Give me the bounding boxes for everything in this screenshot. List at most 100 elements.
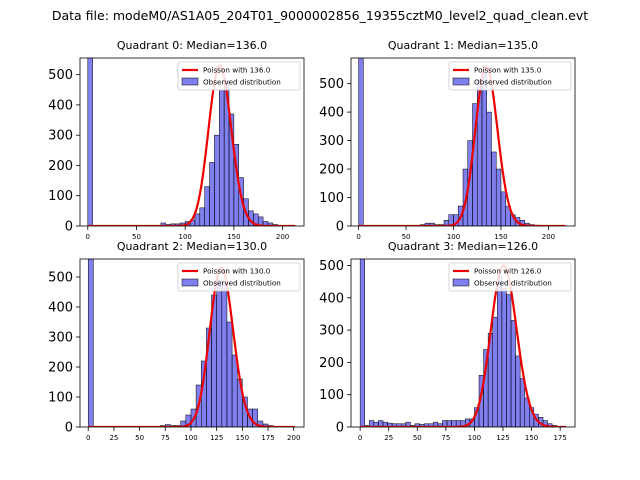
histogram-bar	[495, 168, 502, 226]
legend-label-poisson: Poisson with 135.0	[474, 66, 542, 75]
x-tick-label: 100	[184, 434, 197, 442]
poisson-curve	[360, 264, 566, 427]
y-tick-label: 300	[319, 324, 344, 339]
x-tick-label: 150	[494, 233, 507, 241]
poisson-curve	[87, 64, 296, 226]
histogram-bar	[194, 213, 201, 226]
histogram-bar	[214, 134, 220, 226]
x-tick-label: 200	[542, 233, 555, 241]
y-tick-label: 400	[48, 301, 73, 316]
y-tick-label: 100	[319, 191, 344, 206]
histogram-bar	[226, 321, 233, 427]
legend-box	[177, 262, 301, 292]
legend-box	[177, 61, 301, 91]
x-tick-label: 75	[161, 434, 170, 442]
legend-label-observed: Observed distribution	[474, 279, 552, 288]
histogram-bar	[515, 355, 521, 427]
legend-bar-swatch	[181, 77, 199, 86]
y-tick-label: 400	[319, 291, 344, 306]
x-tick-label: 100	[178, 233, 191, 241]
histogram-bar	[87, 259, 94, 427]
legend-box	[448, 61, 572, 91]
poisson-curve	[358, 65, 566, 226]
panel-title: Quadrant 1: Median=135.0	[388, 39, 538, 52]
y-tick-label: 500	[48, 271, 73, 286]
y-tick-label: 300	[48, 129, 73, 144]
histogram-bar	[204, 186, 210, 226]
x-tick-label: 100	[468, 434, 481, 442]
legend-label-poisson: Poisson with 126.0	[474, 267, 542, 276]
y-tick-label: 100	[319, 388, 344, 403]
y-tick-label: 500	[48, 68, 73, 83]
x-tick-label: 50	[132, 233, 141, 241]
x-tick-label: 150	[525, 434, 538, 442]
histogram-bar	[500, 191, 506, 226]
axes-frame	[79, 258, 305, 428]
x-tick-label: 150	[227, 233, 240, 241]
y-tick-label: 400	[319, 106, 344, 121]
histogram-bar	[216, 279, 223, 427]
x-tick-label: 150	[236, 434, 249, 442]
histogram-bar	[510, 320, 516, 427]
y-tick-label: 0	[65, 421, 73, 436]
x-tick-label: 125	[210, 434, 223, 442]
histogram-bar	[87, 58, 93, 226]
chart-panel-0: 0 100 200 300 400 500 0 50 100 150 200 Quadrant 0: …	[48, 39, 305, 241]
legend-box	[448, 262, 572, 292]
histogram-bar	[519, 378, 525, 427]
histogram-bar	[481, 71, 487, 226]
y-tick-label: 400	[48, 98, 73, 113]
legend-label-observed: Observed distribution	[474, 78, 552, 87]
histogram-bar	[231, 354, 238, 427]
legend-bar-swatch	[452, 278, 470, 287]
legend-label-poisson: Poisson with 136.0	[203, 66, 271, 75]
x-tick-label: 25	[384, 434, 393, 442]
legend-label-observed: Observed distribution	[203, 78, 281, 87]
panel-title: Quadrant 3: Median=126.0	[388, 240, 538, 253]
legend-bar-swatch	[452, 77, 470, 86]
x-tick-label: 175	[553, 434, 566, 442]
x-tick-label: 25	[109, 434, 118, 442]
x-tick-label: 0	[356, 233, 360, 241]
y-tick-label: 300	[48, 331, 73, 346]
axes-frame	[350, 57, 576, 227]
x-tick-label: 200	[276, 233, 289, 241]
y-tick-label: 500	[319, 259, 344, 274]
histogram-bar	[209, 162, 215, 226]
figure-title: Data file: modeM0/AS1A05_204T01_90000028…	[52, 8, 588, 23]
histogram-bar	[199, 207, 205, 226]
histogram-bar	[358, 58, 364, 226]
panel-title: Quadrant 0: Median=136.0	[117, 39, 267, 52]
histogram-bar	[491, 151, 497, 226]
histogram-bar	[506, 294, 512, 427]
x-tick-label: 50	[413, 434, 422, 442]
histogram-bar	[221, 282, 228, 427]
y-tick-label: 100	[48, 189, 73, 204]
y-tick-label: 100	[48, 391, 73, 406]
chart-panel-1: 0 100 200 300 400 500 0 50 100 150 200 Quadrant 1: …	[319, 39, 576, 241]
axes-frame	[79, 57, 305, 227]
x-tick-label: 125	[496, 434, 509, 442]
chart-panel-3: 0 100 200 300 400 500 0 25 50 75 100 125 150 175 Quadr…	[319, 240, 576, 442]
poisson-curve	[88, 266, 295, 427]
x-tick-label: 0	[86, 434, 90, 442]
chart-panel-2: 0 100 200 300 400 500 0 25 50 75 100 125 150 175 200 Qu…	[48, 240, 305, 442]
y-tick-label: 500	[319, 77, 344, 92]
y-tick-label: 200	[48, 159, 73, 174]
axes-frame	[350, 258, 576, 428]
x-tick-label: 200	[287, 434, 300, 442]
y-tick-label: 200	[319, 163, 344, 178]
x-tick-label: 50	[135, 434, 144, 442]
y-tick-label: 200	[319, 356, 344, 371]
x-tick-label: 0	[358, 434, 362, 442]
panel-title: Quadrant 2: Median=130.0	[117, 240, 267, 253]
y-tick-label: 0	[65, 220, 73, 235]
histogram-bar	[501, 287, 507, 427]
legend-bar-swatch	[181, 278, 199, 287]
x-tick-label: 175	[261, 434, 274, 442]
histogram-bar	[219, 89, 225, 226]
histogram-bar	[486, 111, 492, 226]
bar-series	[87, 259, 289, 427]
